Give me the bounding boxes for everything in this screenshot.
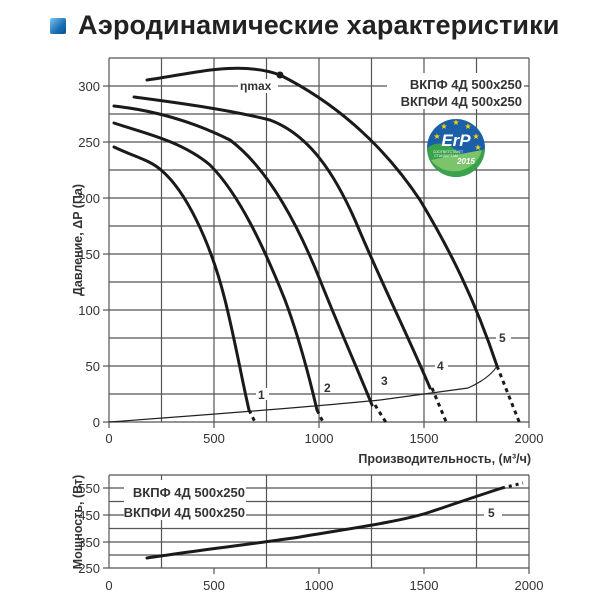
page-title: Аэродинамические характеристики [78,10,560,40]
power-tick-250: 250 [78,561,100,576]
page-header: Аэродинамические характеристики [50,10,559,41]
system-curve [108,365,498,423]
eta-max-point [276,71,284,79]
curve-label-4: 4 [437,359,444,373]
model-label-1: ВКПФ 4Д 500x250 [410,77,522,92]
y-tick-0: 0 [93,415,100,430]
power-x-tick-500: 500 [203,578,225,593]
power-y-axis-label: Мощность, (Вт) [71,475,85,570]
svg-text:★: ★ [464,122,471,131]
curve-label-3: 3 [381,374,388,388]
x-tick-500: 500 [203,431,225,446]
power-tick-450: 450 [78,508,100,523]
y-axis-label: Давление, ΔP (Па) [71,184,85,296]
erp-year: 2015 [456,157,475,166]
curve-2 [112,121,319,412]
power-x-tick-0: 0 [105,578,112,593]
power-model-label-2: ВКПФИ 4Д 500x250 [124,505,245,520]
y-tick-300: 300 [78,79,100,94]
curve-label-5: 5 [499,331,506,345]
curve-label-2: 2 [324,381,331,395]
power-curve-5 [145,486,504,560]
curve-label-1: 1 [258,388,265,402]
erp-subtitle-1: СООТВЕТСТВУЕТ [433,150,464,154]
svg-text:★: ★ [433,132,440,141]
power-chart: 550 450 350 250 0 500 1000 1500 2000 Мощ… [71,474,544,593]
erp-badge: ★ ★ ★ ★ ★★ ErP СООТВЕТСТВУЕТ СТАНДАРТАМ 201… [427,118,485,177]
svg-text:★: ★ [474,143,481,152]
fan-curves [112,66,499,412]
power-tick-550: 550 [78,481,100,496]
y-tick-200: 200 [78,191,100,206]
power-tick-350: 350 [78,535,100,550]
x-tick-0: 0 [105,431,112,446]
power-curve-label-5: 5 [488,506,495,520]
curve-1 [112,145,251,412]
x-tick-1500: 1500 [410,431,439,446]
x-tick-2000: 2000 [515,431,544,446]
curve-3 [112,104,374,407]
curve-4 [132,95,432,390]
title-bullet-icon [50,17,66,34]
power-x-tick-1000: 1000 [305,578,334,593]
model-label-2: ВКПФИ 4Д 500x250 [401,94,522,109]
svg-text:★: ★ [440,122,447,131]
pressure-grid [108,57,530,423]
y-tick-150: 150 [78,247,100,262]
y-tick-250: 250 [78,135,100,150]
erp-text: ErP [441,131,471,150]
power-curve-extension [501,481,524,490]
y-tick-50: 50 [86,359,100,374]
power-x-tick-1500: 1500 [410,578,439,593]
x-axis-label: Производительность, (м³/ч) [358,452,531,466]
power-model-label-1: ВКПФ 4Д 500x250 [133,485,245,500]
erp-subtitle-2: СТАНДАРТАМ [434,154,458,158]
eta-max-label: ηmax [240,79,272,93]
pressure-chart: 0 50 100 150 200 250 300 0 500 1000 1500… [71,57,544,466]
svg-text:★: ★ [452,118,459,127]
x-tick-1000: 1000 [305,431,334,446]
power-x-tick-2000: 2000 [515,578,544,593]
curve-extensions [247,365,522,425]
svg-text:★: ★ [472,132,479,141]
y-tick-100: 100 [78,303,100,318]
curve-5 [145,66,499,368]
